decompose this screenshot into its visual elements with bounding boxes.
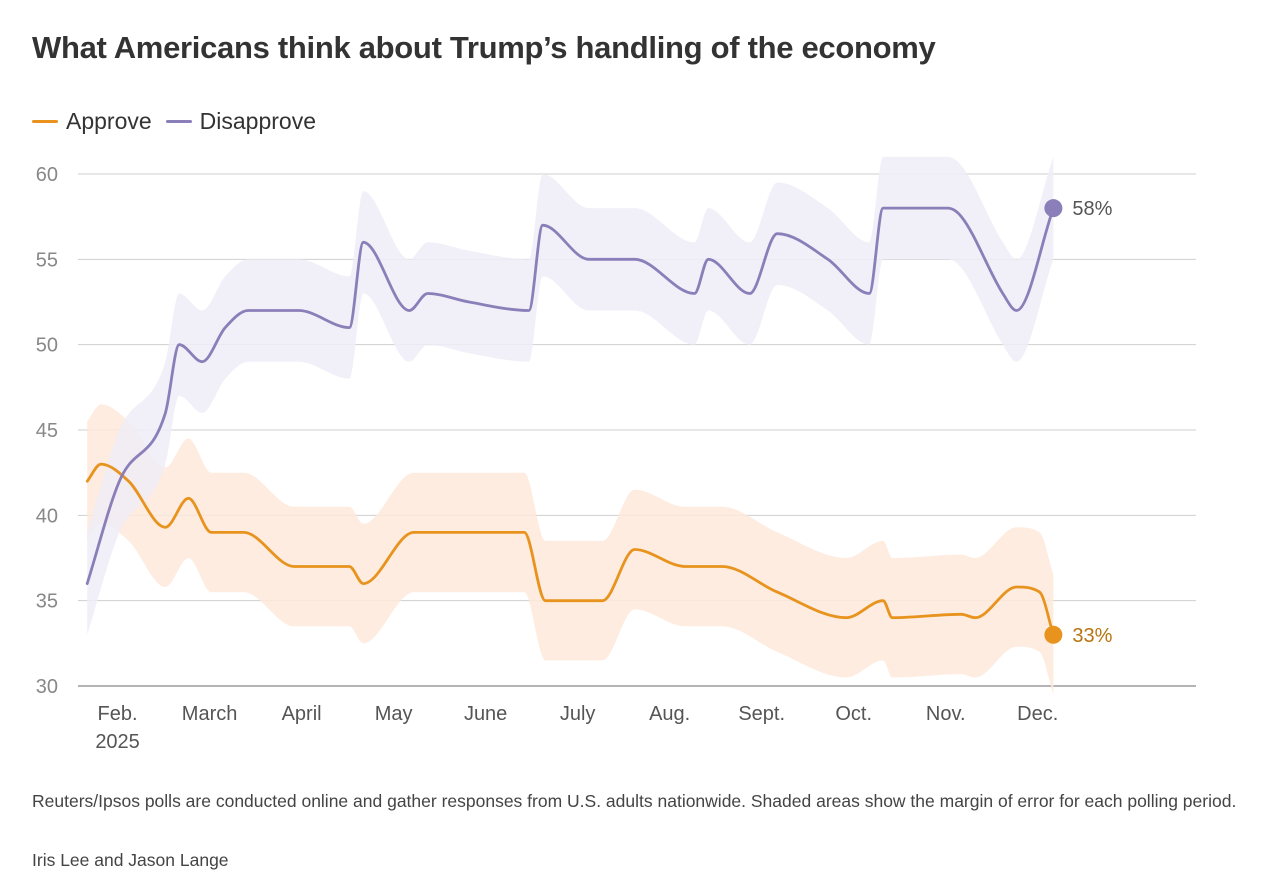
y-tick-label-35: 35 bbox=[36, 591, 58, 613]
x-tick-label-0: Feb. bbox=[98, 703, 138, 725]
x-tick-label-9: Nov. bbox=[926, 703, 966, 725]
x-tick-sublabel-0: 2025 bbox=[95, 731, 140, 753]
x-tick-label-5: July bbox=[560, 703, 596, 725]
x-tick-label-10: Dec. bbox=[1017, 703, 1058, 725]
byline: Iris Lee and Jason Lange bbox=[32, 850, 229, 870]
chart-title: What Americans think about Trump’s handl… bbox=[32, 30, 936, 65]
legend-label-approve: Approve bbox=[66, 108, 152, 134]
legend-swatch-disapprove bbox=[165, 120, 192, 123]
x-tick-label-3: May bbox=[375, 703, 413, 725]
footnote: Reuters/Ipsos polls are conducted online… bbox=[32, 791, 1237, 811]
y-tick-label-50: 50 bbox=[36, 335, 58, 357]
y-tick-label-40: 40 bbox=[36, 505, 58, 527]
margin-band-disapprove bbox=[87, 156, 1054, 635]
end-label-approve: 33% bbox=[1072, 625, 1112, 647]
y-tick-label-30: 30 bbox=[36, 676, 58, 698]
series-line-disapprove bbox=[85, 206, 1055, 585]
x-tick-label-2: April bbox=[282, 703, 322, 725]
x-tick-label-8: Oct. bbox=[835, 703, 872, 725]
legend: Approve Disapprove bbox=[32, 108, 316, 135]
margin-band-approve bbox=[87, 404, 1054, 695]
end-marker-disapprove bbox=[1044, 199, 1063, 218]
x-tick-label-1: March bbox=[182, 703, 238, 725]
y-tick-label-45: 45 bbox=[36, 420, 58, 442]
series-line-approve bbox=[85, 462, 1055, 637]
end-label-disapprove: 58% bbox=[1072, 198, 1112, 220]
y-tick-label-60: 60 bbox=[36, 164, 58, 186]
y-tick-label-55: 55 bbox=[36, 249, 58, 271]
legend-item-disapprove: Disapprove bbox=[165, 108, 317, 135]
x-tick-label-7: Sept. bbox=[738, 703, 785, 725]
x-tick-label-6: Aug. bbox=[649, 703, 690, 725]
legend-swatch-approve bbox=[32, 120, 58, 123]
legend-item-approve: Approve bbox=[32, 108, 152, 135]
end-marker-approve bbox=[1044, 625, 1063, 644]
x-tick-label-4: June bbox=[464, 703, 507, 725]
legend-label-disapprove: Disapprove bbox=[199, 108, 317, 134]
line-chart: 30 35 40 45 50 55 60 Feb. 2025 March April May June J… bbox=[36, 156, 1196, 753]
